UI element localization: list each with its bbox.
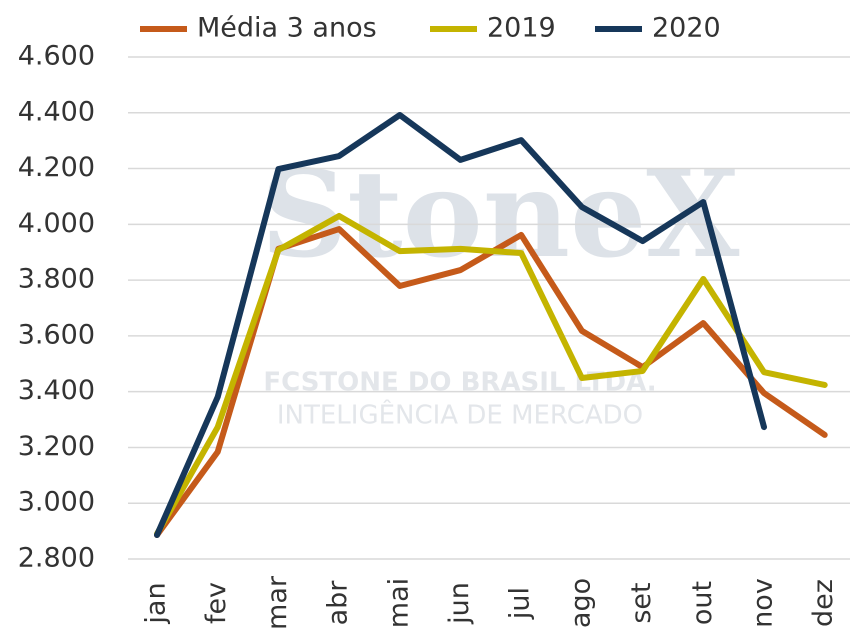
y-tick-label: 3.800 xyxy=(18,264,95,295)
y-tick-label: 3.400 xyxy=(18,375,95,406)
legend-label: 2020 xyxy=(652,13,721,44)
legend-label: Média 3 anos xyxy=(197,13,377,44)
y-tick-label: 4.600 xyxy=(18,41,95,72)
legend-label: 2019 xyxy=(487,13,556,44)
x-tick-label: mar xyxy=(262,575,293,630)
x-tick-label: out xyxy=(687,581,718,625)
y-tick-label: 3.200 xyxy=(18,431,95,462)
x-tick-label: dez xyxy=(808,579,839,627)
x-tick-label: fev xyxy=(201,582,232,624)
x-tick-label: jun xyxy=(444,582,475,625)
y-tick-label: 4.200 xyxy=(18,152,95,183)
x-tick-label: jan xyxy=(141,582,172,624)
x-tick-label: nov xyxy=(748,578,779,628)
watermark: FCSTONE DO BRASIL LTDA. xyxy=(263,368,656,398)
x-tick-label: ago xyxy=(565,578,596,628)
x-tick-label: set xyxy=(626,582,657,623)
y-tick-label: 4.000 xyxy=(18,208,95,239)
y-tick-label: 4.400 xyxy=(18,96,95,127)
y-tick-label: 2.800 xyxy=(18,543,95,574)
series-line xyxy=(154,112,767,539)
x-tick-label: jul xyxy=(505,587,536,620)
x-tick-label: mai xyxy=(383,578,414,628)
x-tick-label: abr xyxy=(323,580,354,626)
y-tick-label: 3.600 xyxy=(18,319,95,350)
watermark: StoneX xyxy=(261,144,740,285)
series-line xyxy=(154,212,828,537)
y-tick-label: 3.000 xyxy=(18,487,95,518)
watermark: INTELIGÊNCIA DE MERCADO xyxy=(277,399,643,431)
